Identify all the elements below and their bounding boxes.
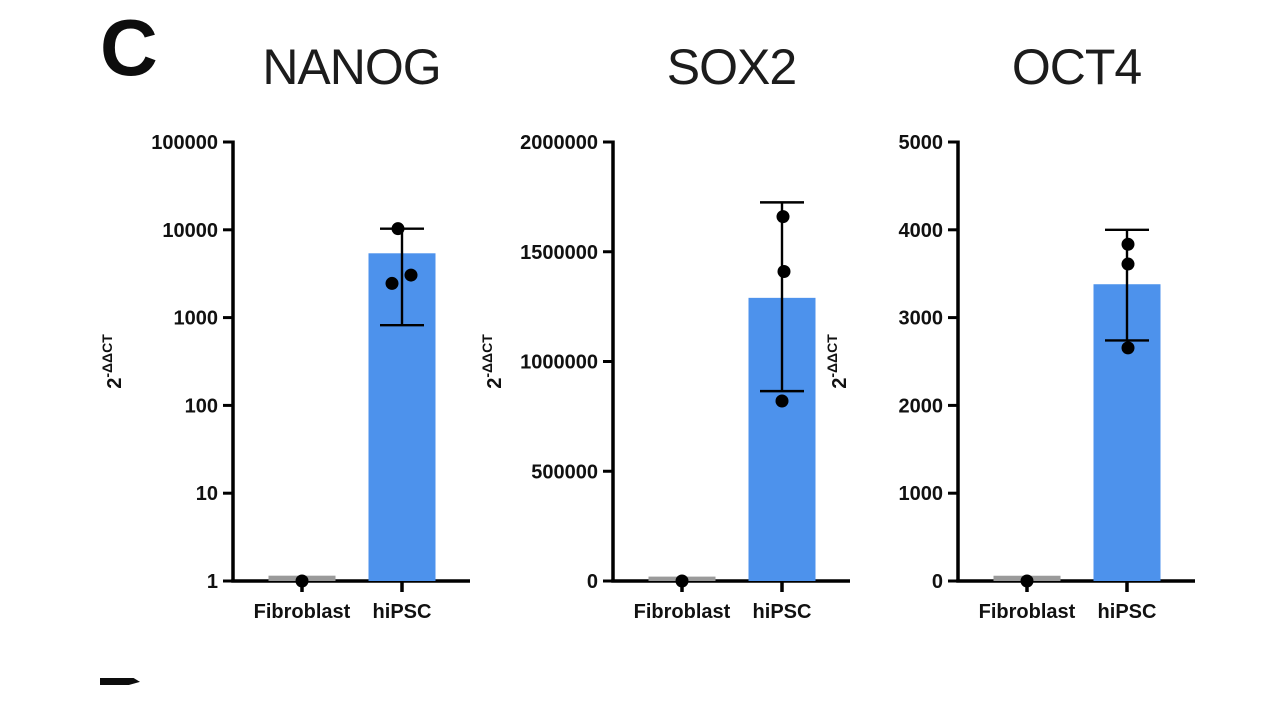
- y-axis-title: 2-ΔΔCT: [479, 334, 506, 389]
- y-tick-label: 1500000: [520, 242, 598, 264]
- y-tick-label: 500000: [531, 461, 598, 483]
- y-tick-label: 2000: [899, 395, 944, 417]
- data-point: [1121, 237, 1135, 251]
- data-point: [675, 574, 689, 588]
- y-tick-label: 4000: [899, 220, 944, 242]
- nanog-chart: NANOG 100000 10000 1000 100 10 1 2-ΔΔCT Fibrobl…: [95, 38, 485, 642]
- y-tick-label: 0: [932, 571, 943, 593]
- y-tick-label: 1000: [899, 483, 944, 505]
- data-point: [391, 222, 405, 236]
- category-label: hiPSC: [373, 601, 432, 623]
- data-point: [1121, 341, 1135, 355]
- category-label: hiPSC: [753, 601, 812, 623]
- data-point: [1121, 257, 1135, 271]
- y-tick-label: 1000: [174, 308, 219, 330]
- y-tick-label: 10: [196, 483, 218, 505]
- y-tick-label: 2000000: [520, 132, 598, 154]
- data-point: [385, 276, 399, 290]
- data-point: [777, 265, 791, 279]
- y-axis-title: 2-ΔΔCT: [99, 334, 126, 389]
- category-label: Fibroblast: [979, 601, 1076, 623]
- category-label: Fibroblast: [254, 601, 351, 623]
- y-tick-label: 1000000: [520, 352, 598, 374]
- panel-label: C: [100, 3, 158, 92]
- oct4-chart: OCT4 5000 4000 3000 2000 1000 0 2-ΔΔCT Fibrobla…: [820, 38, 1210, 642]
- oct4-chart-title: OCT4: [1011, 39, 1142, 95]
- sox2-chart: SOX2 2000000 1500000 1000000 500000 0 2-ΔΔCT F…: [475, 38, 865, 642]
- data-point: [404, 268, 418, 282]
- category-label: hiPSC: [1098, 601, 1157, 623]
- nanog-plot: 100000 10000 1000 100 10 1 2-ΔΔCT Fibroblast hiP…: [99, 132, 470, 623]
- oct4-plot: 5000 4000 3000 2000 1000 0 2-ΔΔCT Fibroblast hiP…: [824, 132, 1195, 623]
- y-tick-label: 0: [587, 571, 598, 593]
- sox2-chart-title: SOX2: [666, 39, 797, 95]
- y-axis-title: 2-ΔΔCT: [824, 334, 851, 389]
- nanog-chart-title: NANOG: [262, 39, 441, 95]
- category-label: Fibroblast: [634, 601, 731, 623]
- data-point: [1020, 574, 1034, 588]
- y-tick-label: 1: [207, 571, 218, 593]
- y-tick-label: 3000: [899, 308, 944, 330]
- data-point: [776, 210, 790, 224]
- data-point: [295, 574, 309, 588]
- sox2-plot: 2000000 1500000 1000000 500000 0 2-ΔΔCT Fibrob…: [479, 132, 850, 623]
- y-tick-label: 10000: [162, 220, 218, 242]
- y-tick-label: 5000: [899, 132, 944, 154]
- y-tick-label: 100000: [151, 132, 218, 154]
- data-point: [775, 394, 789, 408]
- y-tick-label: 100: [185, 395, 218, 417]
- partial-panel-label-d: [100, 678, 140, 685]
